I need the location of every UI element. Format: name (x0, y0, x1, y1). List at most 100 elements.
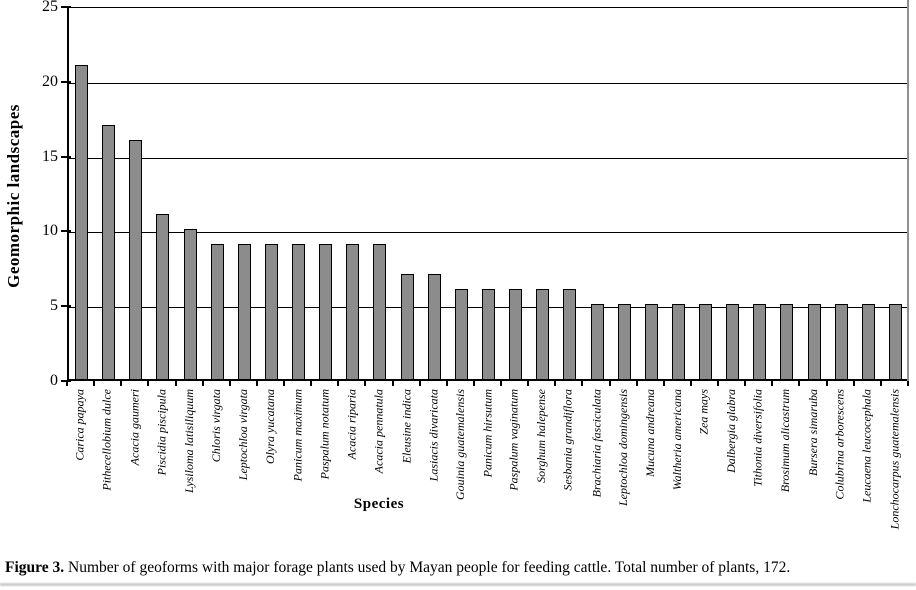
x-tick-label-leucaena-leucocephala: Leucaena leucocephala (860, 389, 874, 503)
x-tick-label-leptochloa-virgata: Leptochloa virgata (236, 389, 250, 481)
x-tickmark-9 (310, 381, 312, 386)
x-tickmark-23 (690, 381, 692, 386)
gridline-y-15 (69, 158, 908, 159)
y-tickmark-5 (61, 305, 71, 307)
x-tickmark-6 (229, 381, 231, 386)
bar-lonchocarpus-guatemalensis (888, 304, 902, 379)
bar-mucuna-andreana (644, 304, 658, 379)
x-tickmark-25 (744, 381, 746, 386)
figure-caption-label: Figure 3. (5, 559, 65, 576)
bar-brachiaria-fasciculata (590, 304, 604, 379)
bar-eleusine-indica (400, 274, 414, 379)
x-tick-label-panicum-maximum: Panicum maximum (290, 389, 304, 482)
bar-waltheria-americana (671, 304, 685, 379)
x-tick-label-dalbergia-glabra: Dalbergia glabra (724, 389, 738, 473)
x-tickmark-16 (500, 381, 502, 386)
bar-acacia-riparia (346, 244, 360, 379)
x-tickmark-7 (256, 381, 258, 386)
bar-paspalum-notatum (319, 244, 333, 379)
x-tick-label-lonchocarpus-guatemalensis: Lonchocarpus guatemalensis (887, 389, 901, 530)
x-tickmark-5 (202, 381, 204, 386)
bar-acacia-gaumeri (129, 140, 143, 379)
x-tick-label-brachiaria-fasciculata: Brachiaria fasciculata (589, 389, 603, 498)
x-tickmark-11 (364, 381, 366, 386)
bar-pithecellobium-dulce (102, 125, 116, 379)
x-tickmark-3 (147, 381, 149, 386)
gridline-y-20 (69, 83, 908, 84)
x-axis-title: Species (353, 496, 405, 512)
x-tick-label-gouinia-guatemalensis: Gouinia guatemalensis (453, 389, 467, 500)
bar-sorghum-halepense (536, 289, 550, 379)
y-tick-label-25: 25 (42, 0, 58, 15)
x-tick-label-eleusine-indica: Eleusine indica (399, 389, 413, 464)
x-tick-label-tithonia-diversifolia: Tithonia diversifolia (751, 389, 765, 487)
x-tick-label-carica-papaya: Carica papaya (73, 389, 87, 461)
x-tickmark-29 (853, 381, 855, 386)
x-tickmark-17 (527, 381, 529, 386)
bar-bursera-simaruba (807, 304, 821, 379)
x-tickmark-12 (392, 381, 394, 386)
bar-leucaena-leucocephala (861, 304, 875, 379)
x-tick-label-paspalum-vaginatum: Paspalum vaginatum (507, 389, 521, 491)
y-axis-title: Geomorphic landscapes (4, 104, 23, 288)
plot-area (67, 7, 908, 381)
figure-caption: Figure 3. Number of geoforms with major … (5, 558, 911, 578)
x-tick-label-olyra-yucatana: Olyra yucatana (263, 389, 277, 464)
x-tickmark-2 (120, 381, 122, 386)
bar-panicum-maximum (292, 244, 306, 379)
x-tickmark-10 (337, 381, 339, 386)
y-tick-label-10: 10 (42, 222, 58, 239)
x-tick-label-zea-mays: Zea mays (697, 389, 711, 435)
bar-olyra-yucatana (264, 244, 278, 379)
bar-gouinia-guatemalensis (454, 289, 468, 379)
x-tickmark-19 (581, 381, 583, 386)
x-tick-label-waltheria-americana: Waltheria americana (670, 389, 684, 491)
x-tick-label-mucuna-andreana: Mucuna andreana (643, 389, 657, 477)
y-tick-label-15: 15 (42, 148, 58, 165)
y-tick-label-5: 5 (50, 297, 58, 314)
x-tickmark-20 (609, 381, 611, 386)
x-tick-label-acacia-pennatula: Acacia pennatula (371, 389, 385, 474)
x-tick-label-brosimum-alicastrum: Brosimum alicastrum (778, 389, 792, 493)
bar-tithonia-diversifolia (753, 304, 767, 379)
x-tickmark-15 (473, 381, 475, 386)
x-tick-label-leptochloa-domingensis: Leptochloa domingensis (616, 389, 630, 506)
bar-dalbergia-glabra (726, 304, 740, 379)
y-tick-label-20: 20 (42, 73, 58, 90)
bar-lysiloma-latisiliquum (183, 229, 197, 379)
x-tickmark-21 (636, 381, 638, 386)
x-tick-label-sorghum-halepense: Sorghum halepense (534, 389, 548, 483)
bar-sesbania-grandiflora (563, 289, 577, 379)
x-tick-label-lysiloma-latisiliquum: Lysiloma latisiliquum (182, 389, 196, 493)
x-tickmark-27 (798, 381, 800, 386)
x-tick-label-colubrina-arborescens: Colubrina arborescens (833, 389, 847, 500)
x-tickmark-18 (554, 381, 556, 386)
x-tickmark-28 (826, 381, 828, 386)
x-tickmark-4 (175, 381, 177, 386)
bar-acacia-pennatula (373, 244, 387, 379)
bar-piscidia-piscipula (156, 214, 170, 379)
x-tickmark-26 (771, 381, 773, 386)
x-tick-label-paspalum-notatum: Paspalum notatum (317, 389, 331, 480)
y-tickmark-20 (61, 81, 71, 83)
x-tickmark-0 (66, 381, 68, 386)
x-tick-label-pithecellobium-dulce: Pithecellobium dulce (100, 389, 114, 491)
figure-caption-text: Number of geoforms with major forage pla… (64, 559, 791, 576)
x-tickmark-14 (446, 381, 448, 386)
x-tickmark-8 (283, 381, 285, 386)
x-tick-label-bursera-simaruba: Bursera simaruba (806, 389, 820, 477)
y-tickmark-15 (61, 156, 71, 158)
x-tick-label-piscidia-piscipula: Piscidia piscipula (154, 389, 168, 476)
bar-paspalum-vaginatum (509, 289, 523, 379)
x-tickmark-1 (93, 381, 95, 386)
bar-panicum-hirsutum (482, 289, 495, 379)
bar-carica-papaya (75, 65, 89, 379)
x-tick-label-chloris-virgata: Chloris virgata (209, 389, 223, 463)
bar-zea-mays (699, 304, 713, 379)
y-tick-label-0: 0 (50, 372, 58, 389)
x-tick-label-panicum-hirsutum: Panicum hirsutum (480, 389, 494, 478)
y-tickmark-10 (61, 230, 71, 232)
x-tickmark-31 (907, 381, 909, 386)
x-tick-label-acacia-gaumeri: Acacia gaumeri (127, 389, 141, 466)
x-tick-label-sesbania-grandiflora: Sesbania grandiflora (561, 389, 575, 491)
